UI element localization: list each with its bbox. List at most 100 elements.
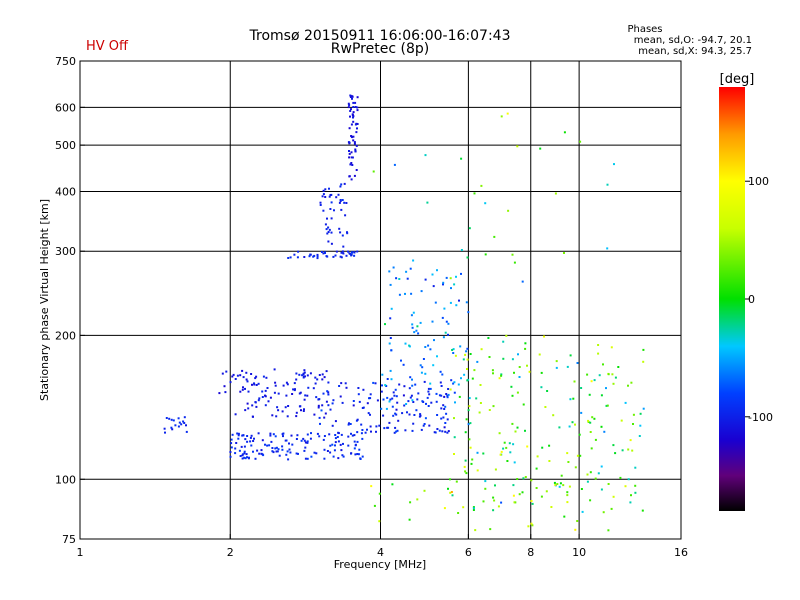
data-point bbox=[340, 449, 343, 452]
data-point bbox=[361, 429, 364, 431]
data-point bbox=[373, 504, 376, 507]
data-point bbox=[571, 421, 574, 424]
data-point bbox=[468, 405, 471, 408]
data-point bbox=[324, 412, 327, 415]
data-point bbox=[587, 419, 590, 422]
data-point bbox=[386, 378, 389, 380]
data-point bbox=[500, 450, 503, 453]
data-point bbox=[460, 377, 462, 380]
data-point bbox=[320, 251, 323, 253]
data-point bbox=[335, 250, 338, 253]
data-point bbox=[378, 424, 381, 427]
data-point bbox=[257, 382, 260, 385]
data-point bbox=[246, 402, 249, 405]
y-axis-label: Stationary phase Virtual Height [km] bbox=[38, 199, 51, 401]
data-point bbox=[255, 384, 258, 386]
data-point bbox=[362, 388, 365, 391]
data-point bbox=[304, 375, 306, 378]
data-point bbox=[253, 437, 255, 440]
data-point bbox=[441, 430, 444, 433]
data-point bbox=[403, 404, 406, 407]
data-point bbox=[586, 480, 589, 483]
scatter-points bbox=[163, 94, 645, 532]
data-point bbox=[306, 440, 309, 443]
data-point bbox=[536, 455, 539, 458]
data-point bbox=[245, 378, 248, 381]
data-point bbox=[417, 392, 420, 395]
data-point bbox=[243, 450, 246, 453]
data-point bbox=[638, 435, 641, 437]
data-point bbox=[290, 434, 293, 437]
data-point bbox=[447, 333, 449, 336]
data-point bbox=[554, 192, 557, 195]
data-point bbox=[369, 393, 372, 396]
data-point bbox=[275, 415, 278, 418]
data-point bbox=[466, 368, 468, 370]
data-point bbox=[349, 115, 351, 118]
data-point bbox=[309, 372, 312, 375]
data-point bbox=[244, 387, 246, 390]
data-point bbox=[231, 433, 234, 436]
data-point bbox=[274, 435, 277, 438]
data-point bbox=[281, 410, 284, 413]
data-point bbox=[340, 183, 343, 186]
data-point bbox=[319, 204, 322, 206]
data-point bbox=[580, 488, 583, 490]
data-point bbox=[632, 413, 635, 416]
data-point bbox=[261, 396, 264, 398]
data-point bbox=[358, 448, 361, 451]
data-point bbox=[447, 487, 449, 490]
data-point bbox=[314, 382, 317, 385]
data-point bbox=[348, 104, 351, 106]
data-point bbox=[306, 457, 309, 460]
data-point bbox=[334, 441, 337, 444]
data-point bbox=[360, 423, 363, 426]
data-point bbox=[241, 457, 244, 460]
data-point bbox=[338, 385, 341, 387]
data-point bbox=[453, 391, 456, 394]
data-point bbox=[293, 389, 296, 392]
data-point bbox=[541, 446, 544, 449]
data-point bbox=[380, 407, 383, 410]
data-point bbox=[442, 336, 445, 339]
data-point bbox=[329, 208, 332, 210]
data-point bbox=[471, 377, 474, 380]
data-point bbox=[566, 365, 569, 368]
data-point bbox=[242, 376, 245, 379]
data-point bbox=[165, 417, 168, 419]
data-point bbox=[369, 397, 372, 400]
data-point bbox=[350, 162, 353, 164]
data-point bbox=[321, 373, 324, 376]
data-point bbox=[183, 416, 186, 419]
data-point bbox=[342, 455, 345, 458]
data-point bbox=[409, 376, 412, 379]
data-point bbox=[555, 360, 558, 363]
data-point bbox=[329, 444, 332, 447]
data-point bbox=[347, 106, 350, 109]
data-point bbox=[454, 354, 457, 357]
data-point bbox=[465, 472, 468, 475]
data-point bbox=[505, 446, 508, 449]
data-point bbox=[340, 433, 343, 436]
data-point bbox=[627, 384, 629, 387]
data-point bbox=[390, 378, 393, 381]
data-point bbox=[621, 449, 624, 452]
data-point bbox=[420, 290, 423, 293]
data-point bbox=[265, 376, 268, 379]
data-point bbox=[391, 405, 394, 408]
data-point bbox=[421, 400, 424, 403]
data-point bbox=[229, 451, 232, 453]
data-point bbox=[386, 396, 389, 399]
data-point bbox=[332, 455, 335, 458]
data-point bbox=[453, 453, 455, 455]
data-point bbox=[516, 426, 519, 429]
data-point bbox=[331, 443, 334, 446]
data-point bbox=[341, 250, 344, 253]
data-point bbox=[324, 223, 327, 226]
data-point bbox=[531, 524, 534, 527]
data-point bbox=[351, 434, 354, 437]
data-point bbox=[458, 299, 460, 302]
data-point bbox=[356, 127, 358, 130]
data-point bbox=[278, 454, 281, 457]
